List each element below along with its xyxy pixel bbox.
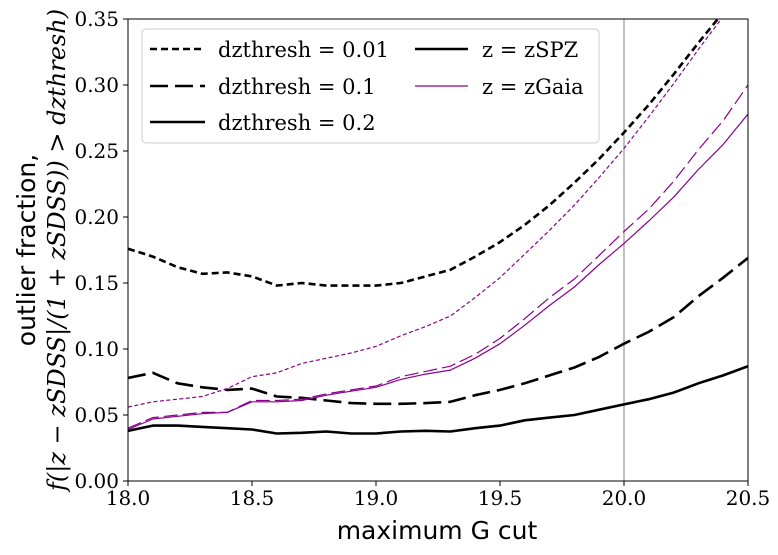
series-line-spz-dz001 (128, 19, 720, 287)
x-tick-label: 20.0 (602, 486, 647, 510)
y-tick-label: 0.15 (74, 271, 119, 295)
plot-frame (127, 18, 749, 482)
series-line-spz-dz02 (128, 364, 748, 435)
series-line-spz-dz01 (128, 256, 748, 406)
legend-label-dz02: dzthresh = 0.2 (218, 111, 376, 135)
y-tick-label: 0.35 (74, 7, 119, 31)
y-tick-label: 0.05 (74, 403, 119, 427)
plot-area (128, 19, 748, 481)
legend-label-dz001: dzthresh = 0.01 (218, 38, 389, 62)
y-tick-label: 0.10 (74, 337, 119, 361)
y-axis-label-line2: f(|z − zSDSS|/(1 + zSDSS)) > dzthresh) (43, 9, 72, 493)
x-tick-label: 18.5 (230, 486, 275, 510)
x-tick-label: 18.0 (106, 486, 151, 510)
series-line-gaia-dz001 (128, 19, 722, 408)
legend: dzthresh = 0.01 dzthresh = 0.1 dzthresh … (141, 28, 600, 144)
y-tick-label: 0.30 (74, 73, 119, 97)
y-axis-label-line1: outlier fraction, (12, 154, 41, 346)
y-axis-label: outlier fraction, f(|z − zSDSS|/(1 + zSD… (12, 9, 72, 493)
legend-label-dz01: dzthresh = 0.1 (218, 75, 376, 99)
x-axis-label: maximum G cut (337, 516, 538, 545)
x-tick-label: 20.5 (726, 486, 771, 510)
legend-label-gaia: z = zGaia (482, 75, 584, 99)
legend-label-spz: z = zSPZ (482, 38, 578, 62)
series-line-gaia-dz02 (128, 113, 748, 431)
axes: 18.0 18.5 19.0 19.5 20.0 20.5 0.00 0.05 0.10 0.15… (74, 7, 770, 510)
x-tick-label: 19.0 (354, 486, 399, 510)
y-tick-label: 0.25 (74, 139, 119, 163)
x-tick-label: 19.5 (478, 486, 523, 510)
y-tick-label: 0.20 (74, 205, 119, 229)
y-tick-label: 0.00 (74, 469, 119, 493)
legend-box (141, 28, 600, 144)
